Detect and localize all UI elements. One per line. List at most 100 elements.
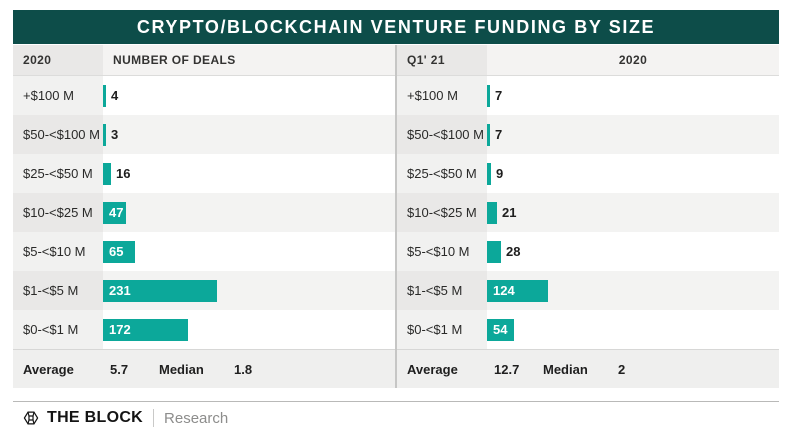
median-value: 1.8 <box>234 361 253 377</box>
average-row: Average 5.7 Median 1.8 <box>13 349 395 388</box>
panel-header-q1-21: Q1' 21 2020 <box>397 45 779 76</box>
deal-count-bar: 124 <box>487 279 548 302</box>
period-header: 2020 <box>13 45 103 75</box>
brand-sub: Research <box>164 409 229 427</box>
deal-count-bar <box>487 240 501 263</box>
bar-value: 231 <box>109 283 131 298</box>
footer-divider <box>13 401 779 402</box>
chart-title: CRYPTO/BLOCKCHAIN VENTURE FUNDING BY SIZ… <box>136 16 656 37</box>
row-label: $25-<$50 M <box>13 154 103 193</box>
bar-cell: 65 <box>103 232 395 271</box>
chart-row: $5-<$10 M 28 <box>397 232 779 271</box>
chart-title-bar: CRYPTO/BLOCKCHAIN VENTURE FUNDING BY SIZ… <box>13 10 779 44</box>
row-label: $0-<$1 M <box>397 310 487 349</box>
bar-cell: 9 <box>487 154 779 193</box>
bar-value: 172 <box>109 322 131 337</box>
deal-count-bar: 54 <box>487 318 514 341</box>
row-label: $1-<$5 M <box>13 271 103 310</box>
bar-cell: 172 <box>103 310 395 349</box>
rows-panel-1: +$100 M 7 $50-<$100 M 7 $25-<$50 M 9 $10-<$25 … <box>397 76 779 349</box>
average-label: Average <box>407 361 458 377</box>
bar-cell: 16 <box>103 154 395 193</box>
row-label: +$100 M <box>397 76 487 115</box>
panel-divider <box>395 45 397 388</box>
average-row: Average 12.7 Median 2 <box>397 349 779 388</box>
chart-row: $0-<$1 M 54 <box>397 310 779 349</box>
panel-q1-21: Q1' 21 2020 +$100 M 7 $50-<$100 M 7 $25-<$50… <box>397 45 779 388</box>
bar-cell: 28 <box>487 232 779 271</box>
bar-value: 3 <box>111 127 119 142</box>
panel-2020: 2020 NUMBER OF DEALS +$100 M 4 $50-<$100 M… <box>13 45 395 388</box>
chart-row: $0-<$1 M 172 <box>13 310 395 349</box>
row-label: $50-<$100 M <box>13 115 103 154</box>
deal-count-bar: 172 <box>103 318 188 341</box>
axis-header: NUMBER OF DEALS <box>113 53 236 67</box>
bar-value: 7 <box>495 127 503 142</box>
average-value: 12.7 <box>494 361 520 377</box>
row-label: +$100 M <box>13 76 103 115</box>
deal-count-bar <box>487 84 490 107</box>
bar-value: 28 <box>506 244 521 259</box>
chart-row: $10-<$25 M 47 <box>13 193 395 232</box>
row-label: $10-<$25 M <box>397 193 487 232</box>
brand-separator <box>153 409 155 427</box>
rows-panel-0: +$100 M 4 $50-<$100 M 3 $25-<$50 M 16 $10-<$25… <box>13 76 395 349</box>
deal-count-bar <box>487 123 490 146</box>
deal-count-bar: 47 <box>103 201 126 224</box>
bar-value: 9 <box>496 166 504 181</box>
row-label: $0-<$1 M <box>13 310 103 349</box>
bar-value: 7 <box>495 88 503 103</box>
chart-row: $25-<$50 M 9 <box>397 154 779 193</box>
row-label: $5-<$10 M <box>13 232 103 271</box>
bar-cell: 231 <box>103 271 395 310</box>
bar-cell: 7 <box>487 76 779 115</box>
chart-row: $50-<$100 M 3 <box>13 115 395 154</box>
chart-panels: 2020 NUMBER OF DEALS +$100 M 4 $50-<$100 M… <box>13 45 779 388</box>
bar-value: 54 <box>493 322 508 337</box>
deal-count-bar: 231 <box>103 279 217 302</box>
median-label: Median <box>159 361 204 377</box>
period-header: Q1' 21 <box>397 45 487 75</box>
bar-cell: 47 <box>103 193 395 232</box>
bar-cell: 3 <box>103 115 395 154</box>
bar-cell: 54 <box>487 310 779 349</box>
row-label: $50-<$100 M <box>397 115 487 154</box>
the-block-logo-icon <box>23 411 39 425</box>
panel-header-2020: 2020 NUMBER OF DEALS <box>13 45 395 76</box>
chart-row: $5-<$10 M 65 <box>13 232 395 271</box>
median-label: Median <box>543 361 588 377</box>
deal-count-bar: 65 <box>103 240 135 263</box>
average-value: 5.7 <box>110 361 129 377</box>
bar-value: 21 <box>502 205 517 220</box>
chart-row: +$100 M 7 <box>397 76 779 115</box>
row-label: $10-<$25 M <box>13 193 103 232</box>
chart-row: +$100 M 4 <box>13 76 395 115</box>
deal-count-bar <box>487 201 497 224</box>
row-label: $25-<$50 M <box>397 154 487 193</box>
bar-cell: 7 <box>487 115 779 154</box>
brand-name: THE BLOCK <box>47 409 144 426</box>
chart-row: $25-<$50 M 16 <box>13 154 395 193</box>
chart-row: $1-<$5 M 124 <box>397 271 779 310</box>
chart-row: $50-<$100 M 7 <box>397 115 779 154</box>
axis-header: 2020 <box>618 53 648 67</box>
average-label: Average <box>23 361 74 377</box>
chart-row: $1-<$5 M 231 <box>13 271 395 310</box>
footer-brand: THE BLOCK Research <box>22 407 228 429</box>
bar-value: 16 <box>116 166 131 181</box>
bar-cell: 124 <box>487 271 779 310</box>
chart-row: $10-<$25 M 21 <box>397 193 779 232</box>
deal-count-bar <box>103 123 106 146</box>
deal-count-bar <box>487 162 491 185</box>
row-label: $1-<$5 M <box>397 271 487 310</box>
median-value: 2 <box>618 361 626 377</box>
deal-count-bar <box>103 162 111 185</box>
bar-value: 4 <box>111 88 119 103</box>
bar-value: 47 <box>109 205 124 220</box>
bar-cell: 4 <box>103 76 395 115</box>
bar-value: 65 <box>109 244 124 259</box>
row-label: $5-<$10 M <box>397 232 487 271</box>
deal-count-bar <box>103 84 106 107</box>
bar-value: 124 <box>493 283 515 298</box>
